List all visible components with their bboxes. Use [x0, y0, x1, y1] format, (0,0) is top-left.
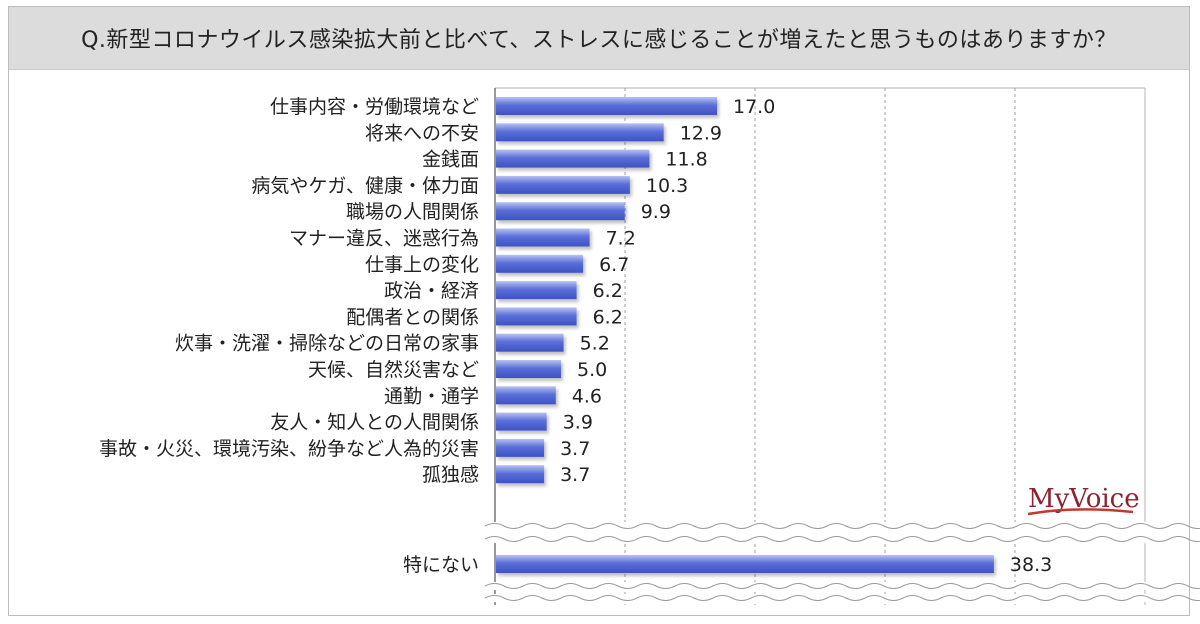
break-mask [487, 594, 1175, 602]
value-label: 5.0 [577, 359, 607, 381]
break-wave [484, 583, 1200, 589]
break-mask [487, 522, 1175, 530]
value-label: 6.7 [599, 254, 629, 276]
myvoice-logo: MyVoice [1027, 484, 1140, 516]
grid-lines [494, 87, 1146, 605]
bar [496, 281, 577, 300]
bar [496, 202, 625, 221]
bar [496, 254, 584, 273]
break-mask [487, 582, 1175, 590]
value-label: 4.6 [572, 385, 602, 407]
value-label: 3.9 [563, 412, 593, 434]
bar [496, 412, 547, 431]
category-label: 金銭面 [422, 149, 479, 171]
category-label: 配偶者との関係 [346, 306, 479, 328]
break-mask [487, 535, 1175, 543]
bar [496, 438, 545, 457]
bar [496, 123, 664, 142]
bar [496, 360, 561, 378]
break-wave [484, 536, 1200, 542]
category-label: 炊事・洗濯・掃除などの日常の家事 [175, 333, 479, 355]
labels: 仕事内容・労働環境など 17.0 将来への不安 12.9 金銭面 11.8 病気やケガ、健康… [99, 96, 1052, 576]
category-label: 事故・火災、環境汚染、紛争など人為的災害 [99, 438, 479, 460]
category-label: 将来への不安 [365, 122, 479, 144]
category-label: 天候、自然災害など [308, 359, 479, 381]
value-label: 11.8 [665, 149, 707, 171]
category-label: 仕事上の変化 [365, 254, 479, 276]
value-label: 6.2 [593, 306, 623, 328]
value-label: 17.0 [733, 96, 775, 118]
bar [496, 465, 545, 484]
bar [496, 175, 630, 194]
logo-underline [1027, 508, 1134, 516]
bar [496, 555, 994, 573]
value-label: 38.3 [1010, 554, 1052, 576]
bar [496, 333, 564, 352]
category-label: 仕事内容・労働環境など [270, 96, 479, 118]
break-wave [484, 523, 1200, 529]
category-label: 特にない [403, 554, 479, 576]
value-label: 5.2 [580, 333, 610, 355]
category-label: 病気やケガ、健康・体力面 [251, 175, 479, 197]
bar [496, 386, 556, 405]
category-label: 職場の人間関係 [346, 201, 479, 223]
chart-title: Q.新型コロナウイルス感染拡大前と比べて、ストレスに感じることが増えたと思うもの… [9, 7, 1189, 70]
value-label: 12.9 [680, 122, 722, 144]
break-gap [487, 530, 1175, 536]
bar [496, 228, 590, 247]
value-label: 3.7 [560, 438, 590, 460]
bar [496, 149, 650, 168]
value-label: 9.9 [641, 201, 671, 223]
bar [496, 97, 717, 115]
break-wave [484, 595, 1200, 601]
category-label: マナー違反、迷惑行為 [289, 228, 479, 250]
bars [496, 97, 994, 573]
value-label: 6.2 [593, 280, 623, 302]
category-label: 政治・経済 [384, 280, 479, 302]
category-label: 通勤・通学 [384, 385, 479, 407]
bar [496, 307, 577, 326]
value-label: 10.3 [646, 175, 688, 197]
axis-break [484, 522, 1200, 602]
value-label: 3.7 [560, 464, 590, 486]
category-label: 友人・知人との人間関係 [270, 412, 479, 434]
category-label: 孤独感 [422, 464, 479, 486]
value-label: 7.2 [606, 228, 636, 250]
